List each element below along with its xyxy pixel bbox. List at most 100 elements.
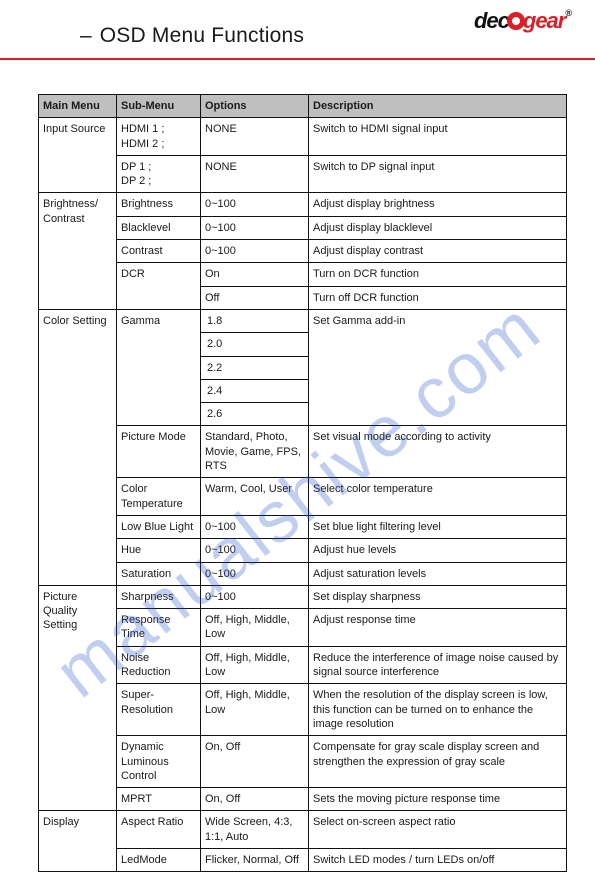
- sub-menu-cell: Saturation: [117, 562, 201, 585]
- table-row: Dynamic Luminous ControlOn, OffCompensat…: [39, 736, 567, 788]
- option-value: 2.4: [201, 380, 308, 403]
- sub-menu-cell: Dynamic Luminous Control: [117, 736, 201, 788]
- description-cell: Sets the moving picture response time: [309, 788, 567, 811]
- page-title: – OSD Menu Functions: [80, 24, 304, 48]
- sub-menu-cell: DP 1 ; DP 2 ;: [117, 155, 201, 193]
- options-cell: 0~100: [201, 539, 309, 562]
- table-row: Input SourceHDMI 1 ; HDMI 2 ;NONESwitch …: [39, 118, 567, 156]
- description-cell: Set visual mode according to activity: [309, 426, 567, 478]
- options-cell: 0~100: [201, 216, 309, 239]
- description-cell: Switch LED modes / turn LEDs on/off: [309, 848, 567, 871]
- table-row: Noise ReductionOff, High, Middle, LowRed…: [39, 646, 567, 684]
- table-row: Picture ModeStandard, Photo, Movie, Game…: [39, 426, 567, 478]
- col-opt: Options: [201, 95, 309, 118]
- sub-menu-cell: Noise Reduction: [117, 646, 201, 684]
- options-cell: Off: [201, 286, 309, 309]
- table-row: Saturation0~100Adjust saturation levels: [39, 562, 567, 585]
- description-cell: Select color temperature: [309, 478, 567, 516]
- options-cell: 0~100: [201, 515, 309, 538]
- description-cell: Adjust display contrast: [309, 240, 567, 263]
- options-cell: On, Off: [201, 736, 309, 788]
- sub-menu-cell: Picture Mode: [117, 426, 201, 478]
- brand-left: dec: [474, 8, 509, 33]
- description-cell: Adjust hue levels: [309, 539, 567, 562]
- sub-menu-cell: Low Blue Light: [117, 515, 201, 538]
- options-cell: Standard, Photo, Movie, Game, FPS, RTS: [201, 426, 309, 478]
- divider: [0, 58, 595, 60]
- sub-menu-cell: Hue: [117, 539, 201, 562]
- table-row: Hue0~100Adjust hue levels: [39, 539, 567, 562]
- table-row: Contrast0~100Adjust display contrast: [39, 240, 567, 263]
- table-row: DisplayAspect RatioWide Screen, 4:3, 1:1…: [39, 811, 567, 849]
- description-cell: Adjust display blacklevel: [309, 216, 567, 239]
- sub-menu-cell: Super-Resolution: [117, 684, 201, 736]
- table-row: Brightness/ ContrastBrightness0~100Adjus…: [39, 193, 567, 216]
- sub-menu-cell: Aspect Ratio: [117, 811, 201, 849]
- table-row: MPRTOn, OffSets the moving picture respo…: [39, 788, 567, 811]
- description-cell: Switch to HDMI signal input: [309, 118, 567, 156]
- description-cell: When the resolution of the display scree…: [309, 684, 567, 736]
- brand-logo: decgear®: [474, 8, 571, 34]
- description-cell: Compensate for gray scale display screen…: [309, 736, 567, 788]
- main-menu-cell: Picture Quality Setting: [39, 585, 117, 811]
- table-row: Color TemperatureWarm, Cool, UserSelect …: [39, 478, 567, 516]
- table-row: Blacklevel0~100Adjust display blacklevel: [39, 216, 567, 239]
- header: decgear® – OSD Menu Functions: [0, 0, 595, 66]
- sub-menu-cell: Brightness: [117, 193, 201, 216]
- description-cell: Turn on DCR function: [309, 263, 567, 286]
- options-cell: On: [201, 263, 309, 286]
- options-cell: Off, High, Middle, Low: [201, 646, 309, 684]
- table-row: DCROnTurn on DCR function: [39, 263, 567, 286]
- table-row: LedModeFlicker, Normal, OffSwitch LED mo…: [39, 848, 567, 871]
- options-cell: Warm, Cool, User: [201, 478, 309, 516]
- options-cell: NONE: [201, 155, 309, 193]
- table-row: DP 1 ; DP 2 ;NONESwitch to DP signal inp…: [39, 155, 567, 193]
- sub-menu-cell: Color Temperature: [117, 478, 201, 516]
- sub-menu-cell: Response Time: [117, 609, 201, 647]
- options-cell: NONE: [201, 118, 309, 156]
- osd-table: Main Menu Sub-Menu Options Description I…: [38, 94, 567, 872]
- sub-menu-cell: Contrast: [117, 240, 201, 263]
- options-cell: On, Off: [201, 788, 309, 811]
- sub-menu-cell: MPRT: [117, 788, 201, 811]
- description-cell: Adjust display brightness: [309, 193, 567, 216]
- options-cell: 0~100: [201, 193, 309, 216]
- description-cell: Select on-screen aspect ratio: [309, 811, 567, 849]
- sub-menu-cell: Blacklevel: [117, 216, 201, 239]
- options-cell: Off, High, Middle, Low: [201, 609, 309, 647]
- table-row: Super-ResolutionOff, High, Middle, LowWh…: [39, 684, 567, 736]
- options-cell: 1.8 2.0 2.2 2.4 2.6: [201, 309, 309, 425]
- description-cell: Adjust saturation levels: [309, 562, 567, 585]
- option-value: 1.8: [201, 310, 308, 333]
- table-row: Response TimeOff, High, Middle, LowAdjus…: [39, 609, 567, 647]
- description-cell: Turn off DCR function: [309, 286, 567, 309]
- option-value: 2.0: [201, 333, 308, 356]
- description-cell: Set blue light filtering level: [309, 515, 567, 538]
- sub-menu-cell: HDMI 1 ; HDMI 2 ;: [117, 118, 201, 156]
- table-row: Picture Quality SettingSharpness0~100Set…: [39, 585, 567, 608]
- gear-icon: [507, 12, 525, 30]
- trademark: ®: [565, 8, 571, 18]
- table-row: Color SettingGamma 1.8 2.0 2.2 2.4 2.6Se…: [39, 309, 567, 425]
- option-value: 2.2: [201, 357, 308, 380]
- options-cell: Wide Screen, 4:3, 1:1, Auto: [201, 811, 309, 849]
- options-cell: Off, High, Middle, Low: [201, 684, 309, 736]
- sub-menu-cell: DCR: [117, 263, 201, 310]
- options-cell: 0~100: [201, 562, 309, 585]
- options-cell: Flicker, Normal, Off: [201, 848, 309, 871]
- sub-menu-cell: Sharpness: [117, 585, 201, 608]
- description-cell: Adjust response time: [309, 609, 567, 647]
- description-cell: Set display sharpness: [309, 585, 567, 608]
- description-cell: Reduce the interference of image noise c…: [309, 646, 567, 684]
- description-cell: Set Gamma add-in: [309, 309, 567, 425]
- col-main: Main Menu: [39, 95, 117, 118]
- table-body: Input SourceHDMI 1 ; HDMI 2 ;NONESwitch …: [39, 118, 567, 872]
- table-row: Low Blue Light0~100Set blue light filter…: [39, 515, 567, 538]
- options-cell: 0~100: [201, 585, 309, 608]
- sub-menu-cell: LedMode: [117, 848, 201, 871]
- main-menu-cell: Brightness/ Contrast: [39, 193, 117, 309]
- description-cell: Switch to DP signal input: [309, 155, 567, 193]
- main-menu-cell: Color Setting: [39, 309, 117, 585]
- col-sub: Sub-Menu: [117, 95, 201, 118]
- main-menu-cell: Display: [39, 811, 117, 872]
